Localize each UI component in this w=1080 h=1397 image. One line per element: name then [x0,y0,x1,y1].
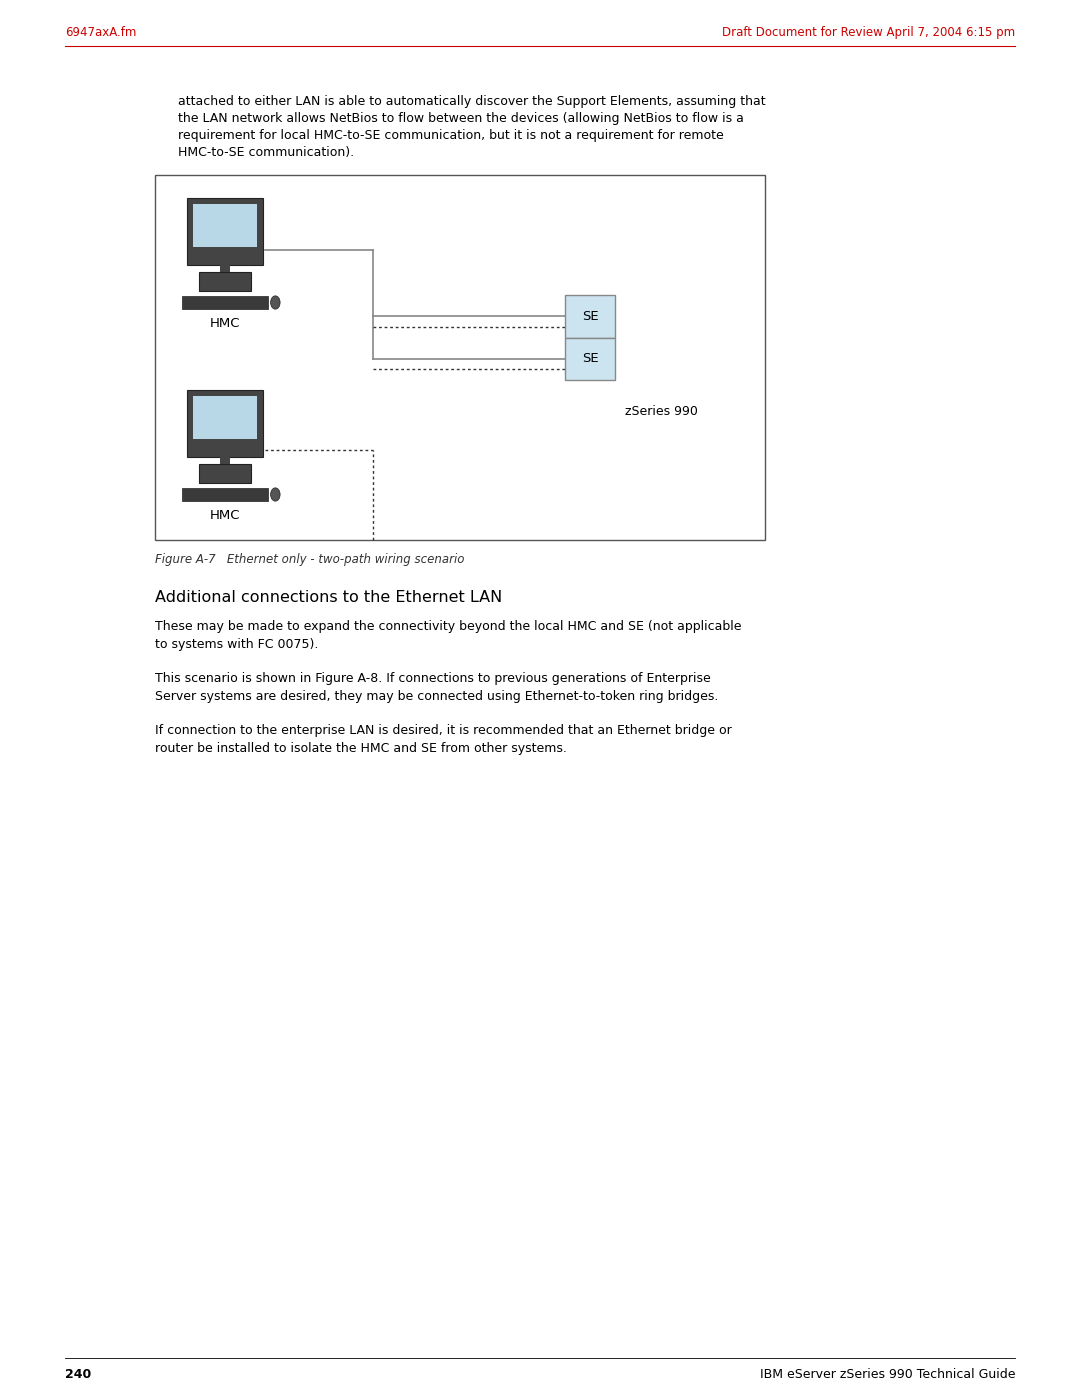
Bar [156,175,765,541]
Ellipse shape [271,488,280,502]
Bar [183,488,268,502]
Text: requirement for local HMC-to-SE communication, but it is not a requirement for r: requirement for local HMC-to-SE communic… [178,129,724,142]
Text: Figure A-7   Ethernet only - two-path wiring scenario: Figure A-7 Ethernet only - two-path wiri… [156,553,464,566]
Text: HMC: HMC [210,317,240,330]
Text: 240: 240 [65,1368,91,1382]
Bar [220,457,230,464]
Text: HMC: HMC [210,509,240,522]
Text: 6947axA.fm: 6947axA.fm [65,25,136,39]
Text: Draft Document for Review April 7, 2004 6:15 pm: Draft Document for Review April 7, 2004 … [721,25,1015,39]
Bar [565,338,615,380]
Text: IBM eServer zSeries 990 Technical Guide: IBM eServer zSeries 990 Technical Guide [759,1368,1015,1382]
Bar [565,295,615,338]
Text: zSeries 990: zSeries 990 [625,405,698,418]
Text: These may be made to expand the connectivity beyond the local HMC and SE (not ap: These may be made to expand the connecti… [156,620,742,651]
Text: SE: SE [582,310,598,323]
Bar [192,395,257,440]
Text: This scenario is shown in Figure A-8. If connections to previous generations of : This scenario is shown in Figure A-8. If… [156,672,718,703]
Bar [220,264,230,272]
Text: SE: SE [582,352,598,366]
Bar [183,296,268,309]
Bar [199,272,252,291]
Text: HMC-to-SE communication).: HMC-to-SE communication). [178,147,354,159]
Text: If connection to the enterprise LAN is desired, it is recommended that an Ethern: If connection to the enterprise LAN is d… [156,724,732,754]
Bar [199,464,252,483]
Bar [187,198,264,264]
Bar [187,390,264,457]
Text: attached to either LAN is able to automatically discover the Support Elements, a: attached to either LAN is able to automa… [178,95,766,108]
Text: the LAN network allows NetBios to flow between the devices (allowing NetBios to : the LAN network allows NetBios to flow b… [178,112,744,124]
Bar [192,204,257,247]
Text: Additional connections to the Ethernet LAN: Additional connections to the Ethernet L… [156,590,502,605]
Ellipse shape [271,296,280,309]
